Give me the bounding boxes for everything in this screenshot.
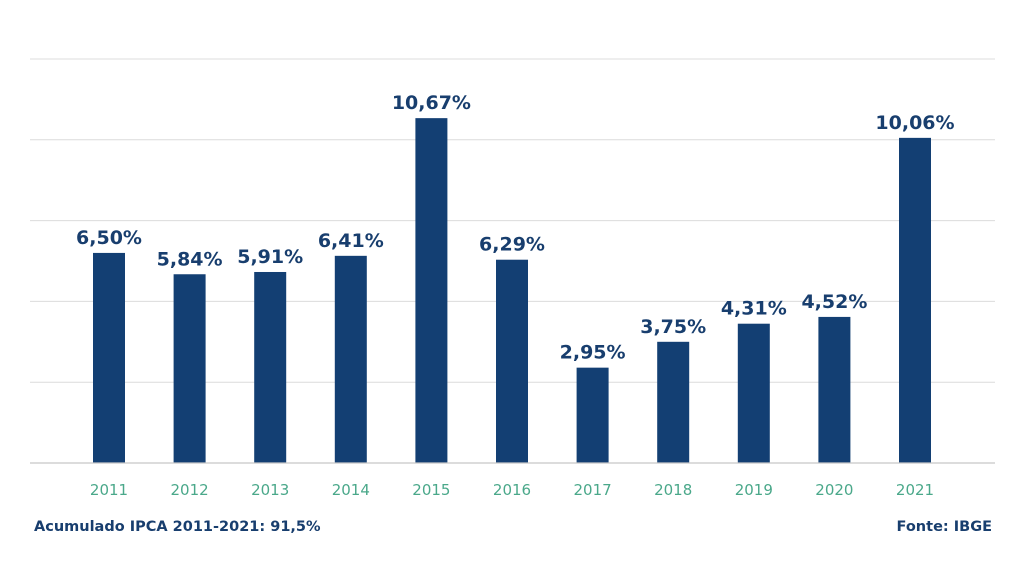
x-tick-2020: 2020: [815, 481, 853, 499]
bar-2013: [254, 271, 287, 463]
x-tick-2016: 2016: [493, 481, 531, 499]
value-label-2012: 5,84%: [157, 248, 223, 270]
value-label-2016: 6,29%: [479, 234, 545, 256]
value-label-2018: 3,75%: [640, 316, 706, 338]
bar-2012: [173, 274, 206, 463]
value-label-2015: 10,67%: [392, 92, 471, 114]
value-label-2013: 5,91%: [237, 246, 303, 268]
bar-2018: [657, 341, 690, 463]
x-tick-labels: 2011 2012 2013 2014 2015 2016 2017 2018 2019 2020…: [90, 481, 934, 499]
bar-2020: [818, 316, 851, 463]
accumulated-note: Acumulado IPCA 2011-2021: 91,5%: [34, 519, 321, 535]
bar-2011: [93, 252, 125, 463]
x-tick-2012: 2012: [171, 481, 209, 499]
bar-2015: [415, 118, 448, 463]
value-label-2017: 2,95%: [560, 342, 626, 364]
value-label-2014: 6,41%: [318, 230, 384, 252]
x-tick-2015: 2015: [412, 481, 450, 499]
value-label-2011: 6,50%: [76, 227, 142, 249]
bars: [93, 118, 931, 464]
bar-2014: [334, 255, 367, 463]
bar-2021: [899, 137, 931, 464]
source-note: Fonte: IBGE: [896, 519, 992, 535]
bar-2017: [576, 367, 609, 463]
bar-2019: [737, 323, 770, 463]
value-labels: 6,50% 5,84% 5,91% 6,41% 10,67% 6,29% 2,95% 3,75…: [76, 92, 955, 364]
x-tick-2011: 2011: [90, 481, 128, 499]
value-label-2020: 4,52%: [801, 291, 867, 313]
bar-2016: [496, 259, 528, 463]
x-tick-2014: 2014: [332, 481, 370, 499]
x-tick-2017: 2017: [574, 481, 612, 499]
x-tick-2021: 2021: [896, 481, 934, 499]
x-tick-2018: 2018: [654, 481, 692, 499]
x-tick-2019: 2019: [735, 481, 773, 499]
value-label-2021: 10,06%: [875, 112, 954, 134]
x-tick-2013: 2013: [251, 481, 289, 499]
value-label-2019: 4,31%: [721, 298, 787, 320]
